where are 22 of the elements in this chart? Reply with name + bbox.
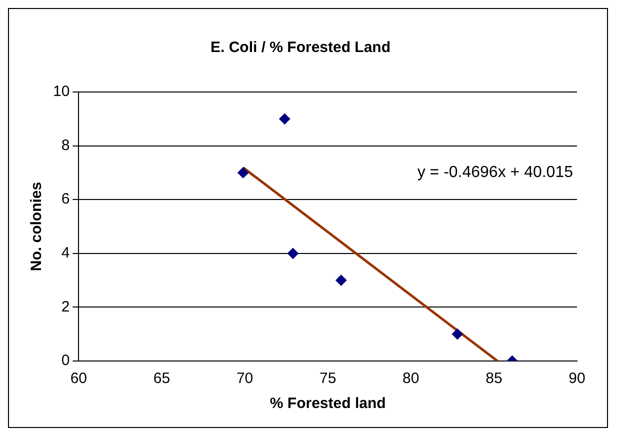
chart-title: E. Coli / % Forested Land bbox=[210, 39, 391, 56]
point bbox=[336, 274, 347, 286]
y-tick-label: 2 bbox=[61, 298, 70, 316]
x-tick-label: 70 bbox=[236, 370, 254, 388]
x-axis-title: % Forested land bbox=[270, 395, 386, 412]
y-axis-title: No. colonies bbox=[28, 182, 46, 272]
y-tick-label: 0 bbox=[61, 352, 70, 370]
x-tick-label: 60 bbox=[70, 370, 88, 388]
x-tick-label: 80 bbox=[402, 370, 420, 388]
x-tick-label: 85 bbox=[486, 370, 502, 388]
y-tick-label: 4 bbox=[61, 244, 70, 262]
x-tick-label: 65 bbox=[153, 370, 170, 388]
point bbox=[238, 167, 249, 178]
y-tick-label: 10 bbox=[52, 83, 70, 100]
point bbox=[287, 248, 298, 259]
annotation: y = -0.4696x + 40.015 bbox=[417, 164, 574, 182]
y-tick-label: 6 bbox=[61, 190, 70, 208]
x-tick-label: 75 bbox=[320, 370, 336, 388]
point bbox=[279, 113, 290, 124]
point bbox=[452, 328, 463, 340]
y-tick-label: 8 bbox=[61, 136, 70, 154]
x-tick-label: 90 bbox=[568, 370, 586, 388]
